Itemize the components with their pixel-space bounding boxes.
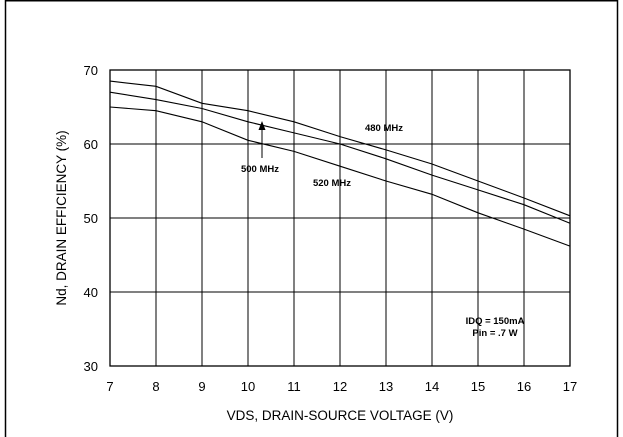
x-tick-label: 15 <box>471 379 485 394</box>
label-480mhz: 480 MHz <box>365 123 403 134</box>
x-tick-label: 17 <box>563 379 577 394</box>
x-axis-title: VDS, DRAIN-SOURCE VOLTAGE (V) <box>227 408 454 423</box>
series-line-480-mhz <box>109 80 571 217</box>
series-line-500-mhz <box>109 91 571 224</box>
y-axis-title: Nd, DRAIN EFFICIENCY (%) <box>54 130 69 305</box>
x-tick-label: 16 <box>517 379 531 394</box>
x-tick-labels: 7 8 9 10 11 12 13 14 15 16 17 <box>106 379 577 394</box>
plot-area-frame <box>109 69 571 367</box>
y-tick-labels: 30 40 50 60 70 <box>84 63 98 374</box>
x-tick-label: 13 <box>379 379 393 394</box>
x-tick-label: 14 <box>425 379 439 394</box>
x-tick-label: 8 <box>152 379 159 394</box>
label-500mhz: 500 MHz <box>241 164 279 175</box>
series-layer <box>109 80 571 247</box>
x-tick-label: 10 <box>241 379 255 394</box>
label-520mhz: 520 MHz <box>313 178 351 189</box>
y-tick-label: 50 <box>84 211 98 226</box>
arrow-500mhz-head <box>258 121 266 130</box>
x-tick-label: 7 <box>106 379 113 394</box>
y-tick-label: 30 <box>84 359 98 374</box>
y-tick-label: 40 <box>84 285 98 300</box>
y-tick-label: 70 <box>84 63 98 78</box>
x-tick-label: 11 <box>287 379 301 394</box>
y-tick-label: 60 <box>84 137 98 152</box>
note-pin: Pin = .7 W <box>472 328 517 339</box>
x-tick-label: 9 <box>198 379 205 394</box>
note-idq: IDQ = 150mA <box>466 316 525 327</box>
x-tick-label: 12 <box>333 379 347 394</box>
series-line-520-mhz <box>109 106 571 247</box>
